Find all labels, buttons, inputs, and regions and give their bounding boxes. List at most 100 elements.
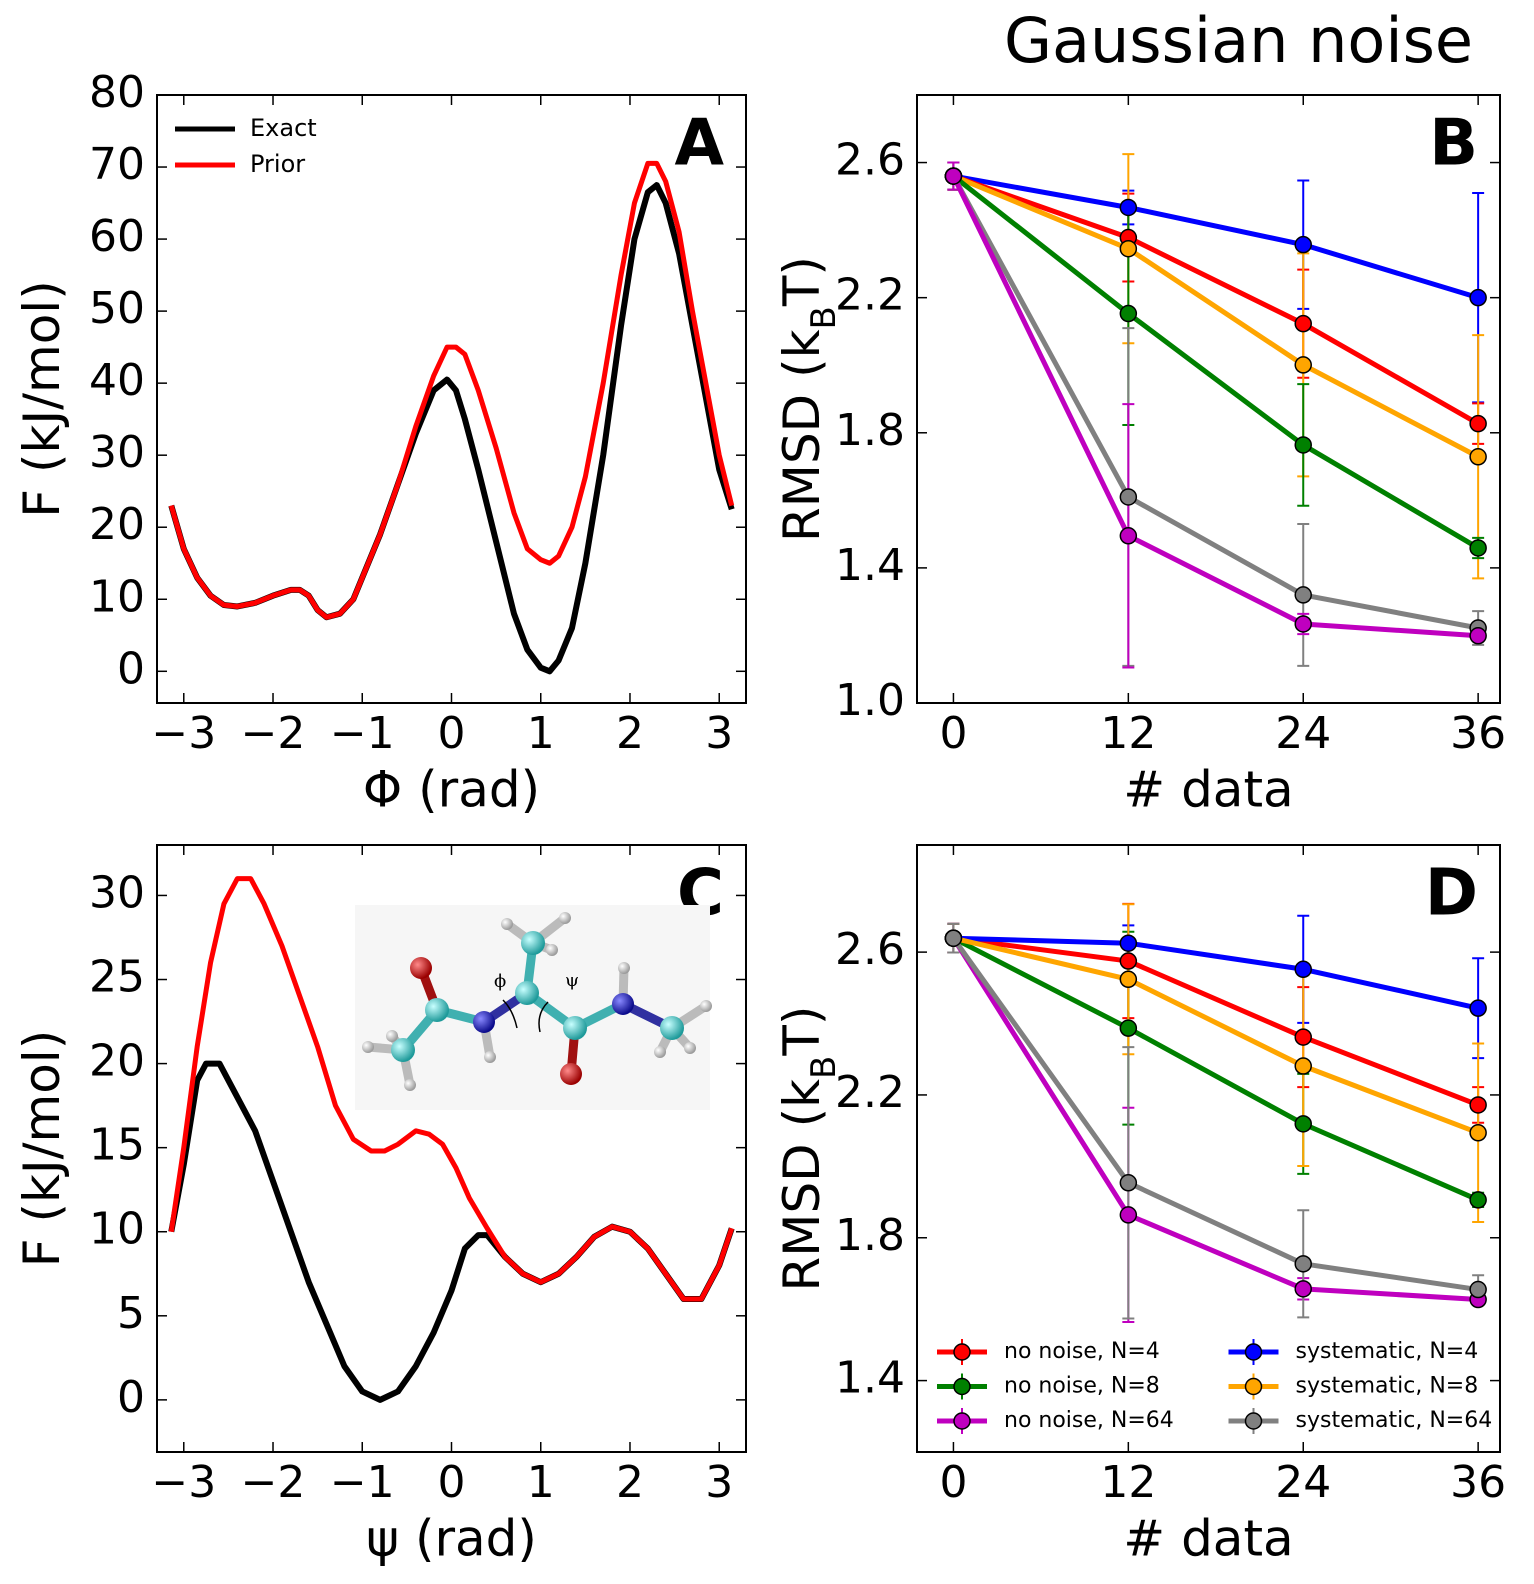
legend-marker — [1244, 1412, 1263, 1430]
marker — [1469, 1280, 1487, 1299]
x-tick-label: −3 — [151, 708, 216, 759]
x-tick-label: 0 — [438, 708, 466, 759]
marker — [1294, 1057, 1312, 1075]
series-line — [952, 173, 1480, 426]
y-tick-label: 30 — [89, 427, 145, 478]
legend-label: Exact — [250, 114, 317, 142]
chart-title: Gaussian noise — [1004, 4, 1473, 77]
marker — [944, 167, 963, 185]
y-axis-label-part: RMSD (k — [773, 329, 831, 542]
marker — [1469, 448, 1487, 466]
x-axis-label: ψ (rad) — [366, 1510, 537, 1568]
marker — [1119, 1174, 1138, 1192]
x-tick-label: 36 — [1450, 1457, 1506, 1508]
x-tick-label: 2 — [616, 1457, 644, 1508]
y-tick-label: 1.4 — [835, 1353, 905, 1404]
series-line — [951, 174, 1480, 551]
marker — [1294, 1280, 1312, 1298]
y-tick-label: 2.6 — [835, 135, 905, 186]
marker — [1119, 488, 1138, 506]
x-tick-label: −3 — [151, 1457, 216, 1508]
series-line — [168, 160, 735, 620]
x-tick-label: 12 — [1100, 1457, 1156, 1508]
legend-marker — [1244, 1377, 1263, 1396]
marker — [1469, 1191, 1487, 1209]
panel-letter: B — [1429, 107, 1478, 181]
marker — [1294, 960, 1312, 979]
x-tick-label: 3 — [705, 1457, 733, 1508]
marker — [1119, 1019, 1138, 1037]
marker — [1119, 952, 1138, 970]
legend-label: systematic, N=4 — [1296, 1339, 1479, 1364]
x-tick-label: −1 — [330, 708, 395, 759]
x-tick-label: 2 — [616, 708, 644, 759]
legend-marker — [953, 1412, 971, 1430]
marker — [944, 929, 963, 947]
series-line — [951, 174, 1479, 639]
y-tick-label: 10 — [89, 571, 145, 622]
marker — [1469, 539, 1487, 557]
y-axis-label: RMSD (kBT) — [773, 256, 844, 542]
marker — [1294, 586, 1312, 604]
legend-marker — [953, 1377, 971, 1396]
y-tick-label: 2.2 — [835, 1067, 905, 1118]
y-axis-label: F (kJ/mol) — [13, 1030, 71, 1267]
x-tick-label: 12 — [1100, 708, 1156, 759]
legend-label: systematic, N=64 — [1296, 1408, 1493, 1433]
legend-label: no noise, N=64 — [1004, 1408, 1174, 1433]
y-tick-label: 30 — [89, 867, 145, 918]
y-axis-label-part: RMSD (k — [773, 1079, 831, 1292]
marker — [1469, 414, 1487, 433]
x-tick-label: 36 — [1450, 708, 1506, 759]
y-tick-label: 40 — [89, 355, 145, 406]
marker — [1469, 1124, 1487, 1142]
y-tick-label: 80 — [89, 67, 145, 118]
series-line — [168, 1060, 735, 1403]
psi-arrow — [538, 1001, 549, 1033]
y-tick-label: 1.0 — [835, 675, 905, 726]
y-axis-label-part: F (kJ/mol) — [13, 1030, 71, 1267]
phi-arrow — [502, 999, 518, 1029]
y-tick-label: 1.4 — [835, 540, 905, 591]
x-tick-label: 3 — [705, 708, 733, 759]
legend-label: no noise, N=4 — [1004, 1339, 1160, 1364]
marker — [1294, 615, 1312, 633]
series-line — [953, 935, 1479, 1011]
y-tick-label: 2.2 — [835, 270, 905, 321]
y-tick-label: 20 — [89, 499, 145, 550]
series-line — [952, 935, 1480, 1203]
panel-letter: A — [674, 107, 724, 181]
marker — [1469, 627, 1487, 645]
y-axis-label: F (kJ/mol) — [13, 280, 71, 517]
series-line — [953, 935, 1480, 1108]
y-tick-label: 70 — [89, 139, 145, 190]
y-tick-label: 1.8 — [835, 405, 905, 456]
panel: 0 12 24 36 1.4 1.8 2.2 2.6 # data RMSD (kBT) D — [773, 844, 1506, 1568]
marker — [1119, 970, 1138, 989]
legend-label: Prior — [250, 150, 305, 178]
legend-marker — [1244, 1343, 1263, 1361]
y-axis-label-part: B — [804, 306, 844, 329]
marker — [1469, 1096, 1487, 1114]
x-tick-label: 0 — [939, 708, 967, 759]
y-tick-label: 20 — [89, 1036, 145, 1087]
psi-label: ψ — [565, 970, 579, 991]
x-axis-label: Φ (rad) — [363, 761, 540, 819]
marker — [1294, 1255, 1312, 1273]
series-line — [168, 876, 735, 1302]
y-tick-label: 0 — [117, 643, 145, 694]
marker — [1294, 356, 1312, 374]
marker — [1294, 235, 1312, 254]
series-line — [951, 936, 1479, 1303]
series-line — [952, 935, 1480, 1136]
y-axis-label-part: T) — [773, 256, 831, 307]
x-tick-label: 24 — [1275, 1457, 1331, 1508]
y-axis-label-part: F (kJ/mol) — [13, 280, 71, 517]
legend-marker — [953, 1343, 971, 1361]
series-line — [951, 174, 1479, 631]
x-tick-label: −1 — [330, 1457, 395, 1508]
marker — [1294, 314, 1312, 333]
molecule-inset: ϕ ψ — [355, 905, 712, 1110]
y-tick-label: 25 — [89, 952, 145, 1003]
